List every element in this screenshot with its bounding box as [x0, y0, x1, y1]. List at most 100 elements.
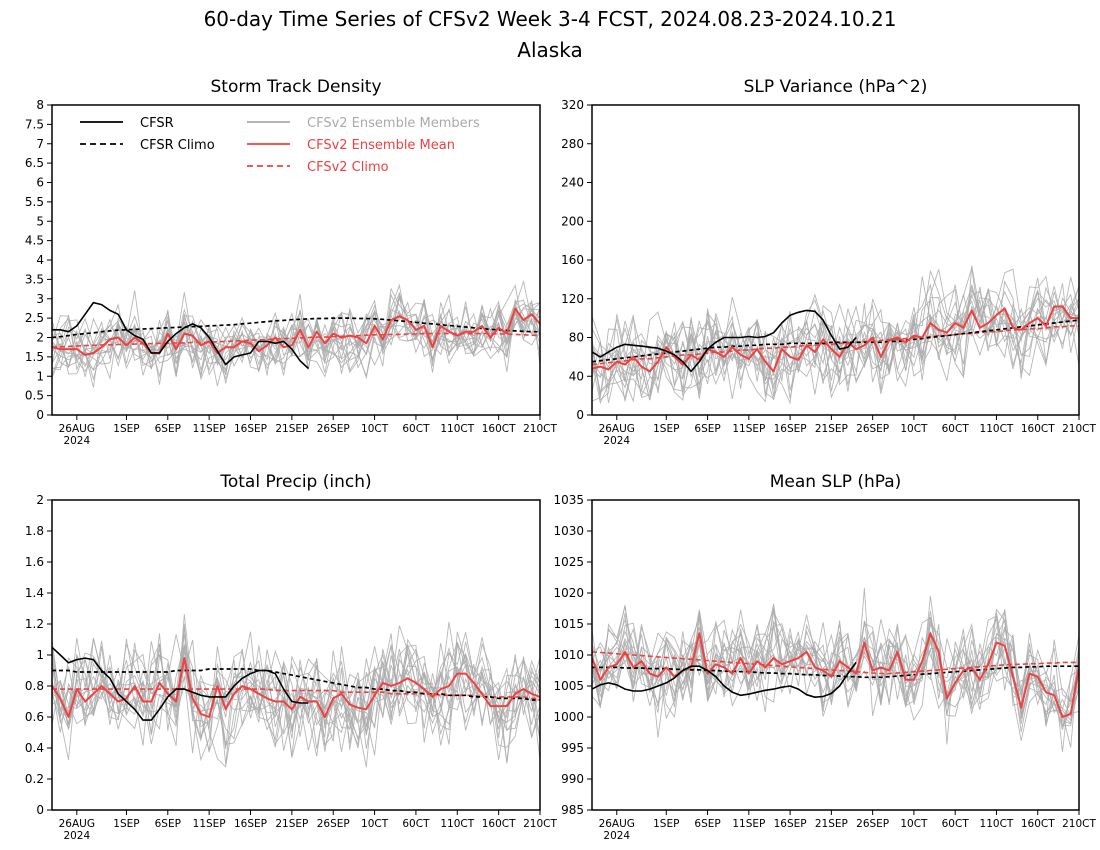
x-tick-label: 60CT: [402, 423, 430, 435]
x-tick-label: 21SEP: [815, 423, 848, 435]
y-tick-label: 3: [36, 292, 44, 306]
cfsr-climo-line: [52, 668, 540, 701]
y-tick-label: 4.5: [25, 234, 44, 248]
y-tick-label: 985: [561, 803, 584, 817]
x-tick-label: 21SEP: [815, 818, 848, 830]
member-line: [592, 619, 1079, 717]
y-tick-label: 1.6: [25, 555, 44, 569]
y-tick-label: 995: [561, 741, 584, 755]
member-line: [592, 268, 1079, 397]
member-line: [52, 613, 540, 754]
y-tick-label: 5.5: [25, 195, 44, 209]
x-tick-label: 10CT: [900, 818, 928, 830]
cfsr-climo-line: [592, 319, 1079, 363]
member-line: [592, 619, 1079, 728]
y-tick-label: 8: [36, 98, 44, 112]
x-tick-label: 110CT: [440, 423, 474, 435]
cfsr-line: [592, 661, 857, 699]
y-tick-label: 120: [561, 292, 584, 306]
x-tick-label: 6SEP: [694, 423, 720, 435]
y-tick-label: 0: [576, 408, 584, 422]
y-tick-label: 1020: [553, 586, 584, 600]
x-tick-label: 21SEP: [275, 423, 308, 435]
y-tick-label: 1.4: [25, 586, 44, 600]
y-tick-label: 40: [569, 369, 584, 383]
x-tick-label: 10CT: [361, 818, 389, 830]
panel-title: Mean SLP (hPa): [770, 472, 902, 492]
x-tick-label: 6SEP: [155, 423, 181, 435]
member-line: [592, 607, 1079, 727]
x-tick-label: 210CT: [523, 423, 557, 435]
member-line: [592, 286, 1079, 405]
member-line: [592, 615, 1079, 748]
y-tick-label: 160: [561, 253, 584, 267]
y-tick-label: 0: [36, 803, 44, 817]
y-tick-label: 1005: [553, 679, 584, 693]
y-tick-label: 7.5: [25, 117, 44, 131]
legend-ens-mean-label: CFSv2 Ensemble Mean: [307, 138, 455, 153]
y-tick-label: 280: [561, 137, 584, 151]
y-tick-label: 80: [569, 331, 584, 345]
x-tick-label: 16SEP: [774, 818, 807, 830]
x-tick-label: 160CT: [482, 818, 516, 830]
legend-members-label: CFSv2 Ensemble Members: [307, 116, 480, 131]
x-tick-label: 1SEP: [653, 818, 679, 830]
panel-2: SLP Variance (hPa^2) 0 40 80 120 160 200 240 280…: [561, 77, 1096, 447]
x-tick-label: 11SEP: [732, 423, 765, 435]
x-tick-label: 160CT: [1021, 423, 1055, 435]
x-tick-label: 60CT: [402, 818, 430, 830]
x-tick-label: 26SEP: [317, 423, 350, 435]
y-tick-label: 0.5: [25, 389, 44, 403]
member-line: [52, 293, 540, 378]
x-tick-label: 210CT: [1062, 818, 1096, 830]
y-tick-label: 5: [36, 214, 44, 228]
y-tick-label: 0.6: [25, 710, 44, 724]
x-tick-label: 10CT: [361, 423, 389, 435]
legend-cfsr-climo-label: CFSR Climo: [140, 138, 215, 153]
cfsr-line: [592, 309, 857, 373]
y-tick-label: 0.2: [25, 772, 44, 786]
y-tick-label: 1.5: [25, 350, 44, 364]
cfsr-line: [52, 646, 309, 721]
x-tick-label: 11SEP: [193, 818, 226, 830]
y-tick-label: 200: [561, 214, 584, 228]
ens-mean-line: [592, 305, 1079, 373]
plot-frame: [591, 104, 1080, 416]
x-tick-label: 6SEP: [155, 818, 181, 830]
x-tick-label: 60CT: [942, 818, 970, 830]
member-line: [52, 631, 540, 752]
y-tick-label: 320: [561, 98, 584, 112]
x-tick-label: 16SEP: [234, 423, 267, 435]
x-tick-label: 10CT: [900, 423, 928, 435]
series-group: [592, 265, 1079, 405]
x-tick-label: 110CT: [440, 818, 474, 830]
member-line: [52, 637, 540, 765]
cfsr-line: [52, 301, 309, 370]
x-tick-label: 21SEP: [275, 818, 308, 830]
member-line: [592, 587, 1079, 722]
cfsr-climo-line: [52, 317, 540, 339]
panels: Storm Track Density 0 0.5 1 1.5 2 2.5 3 3.5 4 4.5 5…: [25, 77, 1097, 842]
y-tick-label: 0: [36, 408, 44, 422]
x-tick-label: 160CT: [1021, 818, 1055, 830]
x-tick-label: 160CT: [482, 423, 516, 435]
panel-1: Storm Track Density 0 0.5 1 1.5 2 2.5 3 3.5 4 4.5 5…: [25, 77, 558, 447]
panel-3: Total Precip (inch) 0 0.2 0.4 0.6 0.8 1 1.2 1.4 1…: [25, 472, 558, 842]
member-line: [592, 280, 1079, 392]
y-tick-label: 1025: [553, 555, 584, 569]
y-tick-label: 6: [36, 176, 44, 190]
y-tick-label: 240: [561, 176, 584, 190]
x-tick-label: 16SEP: [774, 423, 807, 435]
x-tick-label: 26AUG: [59, 818, 95, 830]
figure-subtitle: Alaska: [517, 38, 582, 62]
y-tick-label: 4: [36, 253, 44, 267]
y-tick-label: 0.8: [25, 679, 44, 693]
y-tick-label: 1: [36, 369, 44, 383]
x-year-label: 2024: [63, 435, 90, 447]
x-tick-label: 11SEP: [732, 818, 765, 830]
series-group: [592, 587, 1079, 753]
panel-title: SLP Variance (hPa^2): [744, 77, 928, 97]
y-tick-label: 990: [561, 772, 584, 786]
y-tick-label: 1.2: [25, 617, 44, 631]
y-tick-label: 1010: [553, 648, 584, 662]
